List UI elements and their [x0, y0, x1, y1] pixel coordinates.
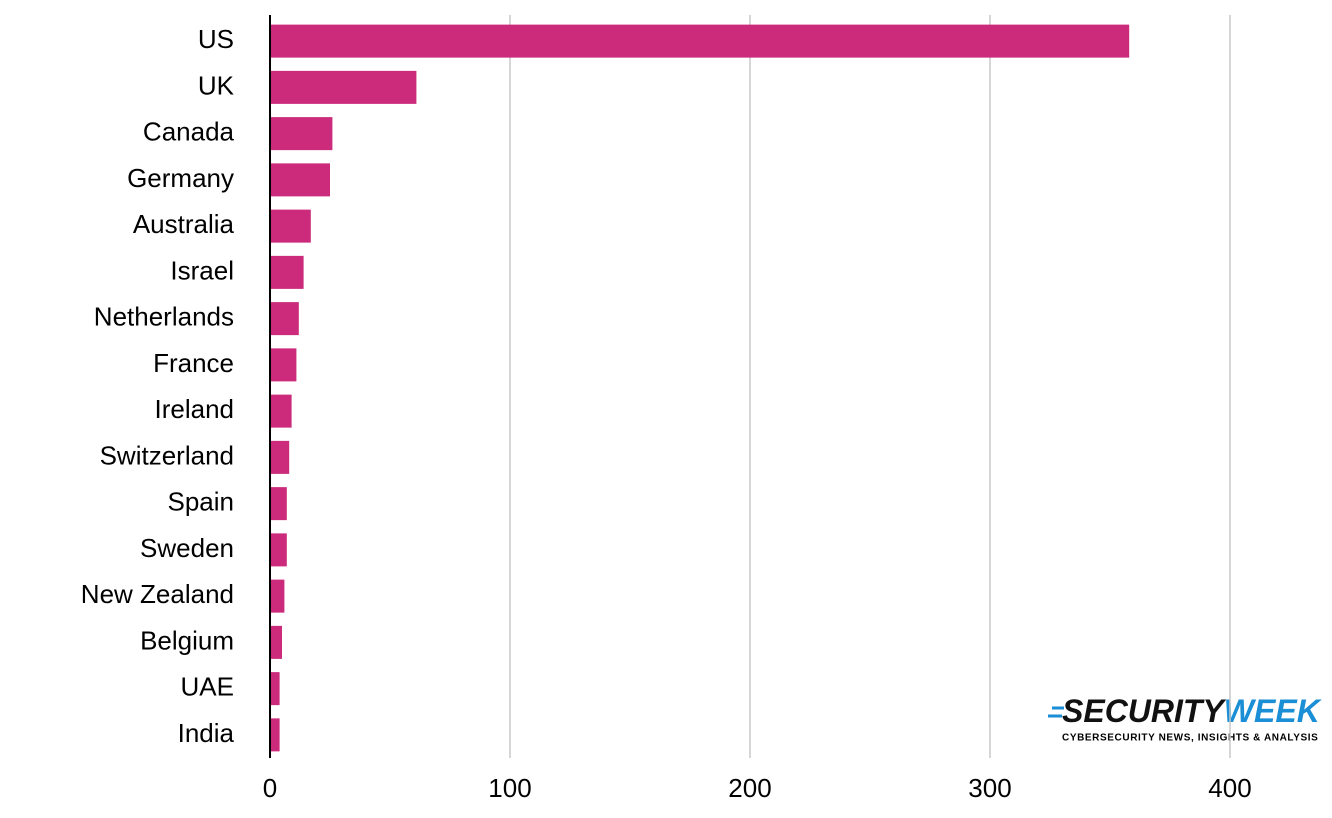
y-tick-label: India	[178, 718, 235, 748]
y-tick-label: Germany	[127, 163, 234, 193]
bar	[270, 394, 292, 428]
y-tick-label: UAE	[181, 672, 234, 702]
logo-name: SECURITYWEEK	[1062, 693, 1323, 729]
bar	[270, 533, 287, 567]
logo-tagline: CYBERSECURITY NEWS, INSIGHTS & ANALYSIS	[1062, 733, 1318, 744]
bar	[270, 117, 333, 151]
bar	[270, 163, 330, 197]
bar	[270, 70, 417, 104]
bar	[270, 579, 285, 613]
y-tick-label: New Zealand	[81, 579, 234, 609]
logo-left: SECURITY	[1062, 693, 1226, 729]
y-tick-label: France	[153, 348, 234, 378]
x-tick-label: 200	[728, 773, 771, 803]
y-tick-label: Ireland	[155, 394, 235, 424]
y-tick-label: Switzerland	[100, 440, 234, 470]
y-tick-label: Sweden	[140, 533, 234, 563]
y-tick-label: UK	[198, 70, 235, 100]
bar	[270, 440, 290, 474]
x-tick-label: 100	[488, 773, 531, 803]
y-tick-label: Israel	[170, 255, 234, 285]
y-tick-label: Spain	[168, 487, 235, 517]
x-tick-label: 300	[968, 773, 1011, 803]
bar	[270, 487, 287, 521]
bar	[270, 718, 280, 752]
x-tick-label: 400	[1208, 773, 1251, 803]
logo-right: WEEK	[1224, 693, 1323, 729]
bar	[270, 672, 280, 706]
bar	[270, 24, 1130, 58]
y-tick-label: Netherlands	[94, 302, 234, 332]
bar	[270, 255, 304, 289]
bar	[270, 348, 297, 382]
y-tick-label: Canada	[143, 117, 235, 147]
logo: SECURITYWEEK CYBERSECURITY NEWS, INSIGHT…	[1048, 693, 1323, 744]
bar	[270, 302, 299, 336]
y-tick-label: Australia	[133, 209, 235, 239]
bar	[270, 625, 282, 659]
y-tick-label: Belgium	[140, 625, 234, 655]
x-tick-label: 0	[263, 773, 277, 803]
y-tick-label: US	[198, 24, 234, 54]
bar	[270, 209, 311, 243]
